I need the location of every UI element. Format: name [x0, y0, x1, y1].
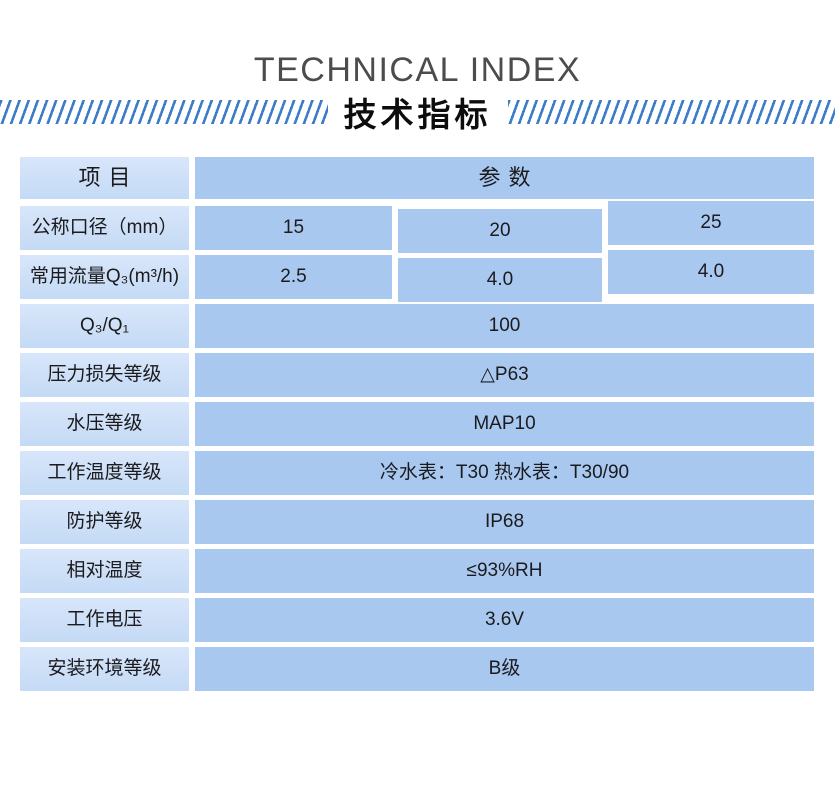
value-diameter-dn20: 20 [398, 209, 602, 253]
row-label-water-pressure-class: 水压等级 [20, 402, 189, 446]
row-label-installation-environment-class: 安装环境等级 [20, 647, 189, 691]
column-header-item: 项目 [20, 157, 189, 199]
technical-index-section: TECHNICAL INDEX 技术指标 项目 参数 公称口径（mm） 15 2… [0, 50, 835, 691]
row-label-working-voltage: 工作电压 [20, 598, 189, 642]
row-label-flowrate-q3: 常用流量Q₃(m³/h) [20, 255, 189, 299]
value-relative-humidity: ≤93%RH [195, 549, 814, 593]
value-diameter-dn25: 25 [608, 201, 814, 245]
row-label-q3-q1-ratio: Q₃/Q₁ [20, 304, 189, 348]
row-label-protection-class: 防护等级 [20, 500, 189, 544]
value-installation-environment-class: B级 [195, 647, 814, 691]
value-protection-class: IP68 [195, 500, 814, 544]
value-flowrate-dn15: 2.5 [195, 255, 392, 299]
value-pressure-loss-class: △P63 [195, 353, 814, 397]
row-label-pressure-loss-class: 压力损失等级 [20, 353, 189, 397]
section-title-zh: 技术指标 [344, 88, 492, 136]
row-label-relative-humidity: 相对温度 [20, 549, 189, 593]
value-working-temperature-class: 冷水表：T30 热水表：T30/90 [195, 451, 814, 495]
value-water-pressure-class: MAP10 [195, 402, 814, 446]
hatch-stripes-right-icon [508, 100, 835, 124]
value-diameter-dn15: 15 [195, 206, 392, 250]
section-title-en: TECHNICAL INDEX [0, 50, 835, 91]
section-title-row: 技术指标 [0, 93, 835, 131]
hatch-stripes-left-icon [0, 100, 328, 124]
spec-table: 项目 参数 公称口径（mm） 15 20 25 常用流量Q₃(m³/h) 2.5… [20, 157, 814, 691]
value-flowrate-dn25: 4.0 [608, 250, 814, 294]
row-label-nominal-diameter: 公称口径（mm） [20, 206, 189, 250]
value-working-voltage: 3.6V [195, 598, 814, 642]
column-header-params: 参数 [195, 157, 814, 199]
value-q3-q1-ratio: 100 [195, 304, 814, 348]
row-label-working-temperature-class: 工作温度等级 [20, 451, 189, 495]
value-flowrate-dn20: 4.0 [398, 258, 602, 302]
